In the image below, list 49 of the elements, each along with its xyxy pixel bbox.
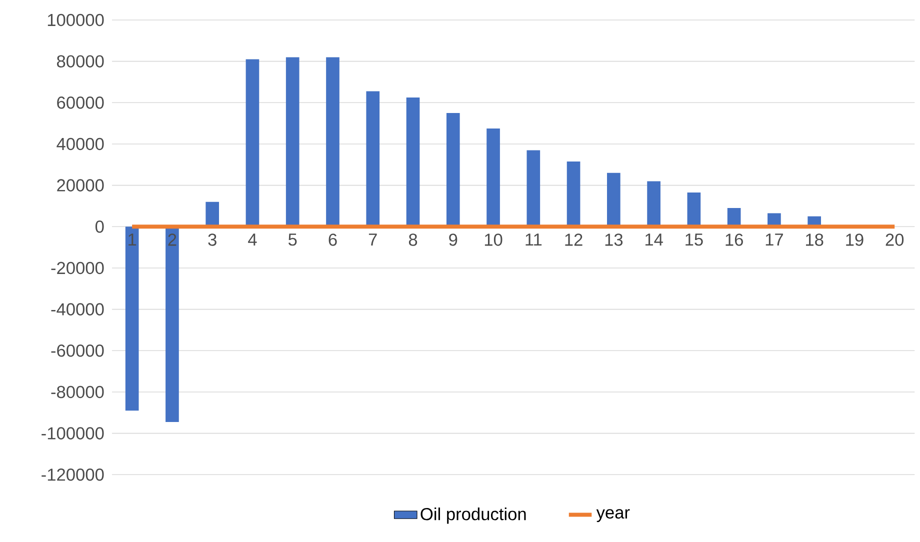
bar [286, 57, 300, 227]
bar [366, 91, 380, 227]
x-tick-label: 20 [886, 234, 904, 246]
x-tick-label: 11 [526, 234, 542, 246]
legend-label: Oil production [420, 508, 526, 524]
x-tick-label: 4 [248, 234, 257, 246]
x-tick-label: 14 [645, 234, 663, 246]
x-tick-label: 2 [168, 234, 176, 246]
x-tick-label: 6 [328, 234, 337, 246]
bar [406, 97, 420, 227]
bar [326, 57, 340, 227]
x-tick-label: 13 [605, 234, 623, 246]
bar [526, 150, 540, 227]
x-tick-label: 16 [726, 234, 743, 246]
x-tick-label: 19 [846, 234, 864, 246]
bar [647, 181, 660, 227]
y-tick-label: -80000 [51, 386, 104, 398]
y-tick-label: -40000 [51, 303, 104, 316]
y-tick-label: -60000 [51, 344, 104, 357]
y-tick-label: 40000 [56, 138, 104, 150]
x-tick-label: 10 [484, 234, 502, 246]
y-tick-label: 60000 [57, 96, 104, 109]
bar [687, 192, 701, 227]
y-tick-label: 0 [95, 220, 104, 233]
y-tick-label: 20000 [57, 179, 104, 192]
bar [566, 162, 580, 227]
bar [125, 226, 139, 411]
bar [166, 226, 179, 422]
bar [206, 202, 220, 227]
bar [446, 112, 460, 227]
y-tick-label: 100000 [48, 14, 104, 26]
x-tick-label: 7 [368, 234, 377, 246]
y-tick-label: -120000 [42, 468, 104, 481]
x-tick-label: 18 [806, 234, 824, 246]
bar [607, 172, 620, 227]
y-tick-label: -20000 [51, 262, 104, 274]
x-tick-label: 12 [565, 234, 582, 246]
x-tick-label: 3 [208, 234, 216, 246]
y-tick-label: -100000 [42, 427, 104, 440]
x-tick-label: 1 [128, 234, 136, 246]
bar [246, 59, 260, 227]
x-tick-label: 5 [288, 234, 297, 246]
x-tick-label: 8 [408, 234, 418, 246]
x-tick-label: 9 [449, 234, 458, 246]
x-tick-label: 17 [766, 234, 783, 246]
x-tick-label: 15 [686, 234, 703, 246]
legend-label: year [596, 509, 630, 522]
y-tick-label: 80000 [57, 55, 104, 68]
bar [486, 128, 500, 227]
